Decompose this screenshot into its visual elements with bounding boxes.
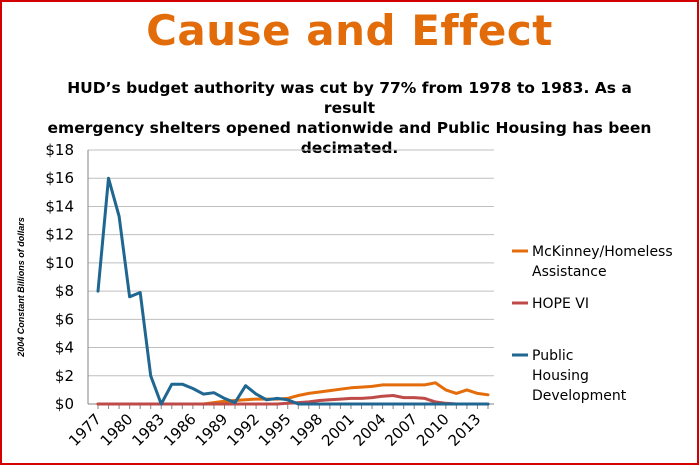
x-tick-label: 2010 bbox=[413, 410, 453, 450]
x-tick-label: 1995 bbox=[255, 410, 295, 450]
legend-label: Development bbox=[532, 388, 627, 404]
x-tick-label: 1998 bbox=[286, 410, 326, 450]
y-tick-label: $4 bbox=[55, 339, 74, 357]
slide-title: Cause and Effect bbox=[146, 6, 553, 55]
y-tick-label: $8 bbox=[55, 282, 74, 300]
y-tick-label: $16 bbox=[45, 169, 74, 187]
x-tick-label: 1977 bbox=[65, 410, 105, 450]
y-tick-label: $2 bbox=[55, 367, 74, 385]
x-tick-label: 1992 bbox=[223, 410, 263, 450]
series-line-3 bbox=[96, 176, 490, 406]
slide-subtitle: HUD’s budget authority was cut by 77% fr… bbox=[42, 78, 657, 158]
subtitle-line: decimated. bbox=[300, 139, 399, 157]
legend-label: Housing bbox=[532, 368, 589, 384]
x-tick-label: 1986 bbox=[160, 410, 200, 450]
legend-label: Assistance bbox=[532, 264, 607, 280]
x-tick-label: 1980 bbox=[97, 410, 137, 450]
x-tick-label: 1983 bbox=[128, 410, 168, 450]
y-tick-label: $0 bbox=[55, 395, 74, 413]
x-tick-label: 2001 bbox=[318, 410, 358, 450]
subtitle-line: emergency shelters opened nationwide and… bbox=[47, 119, 652, 137]
y-tick-label: $6 bbox=[55, 310, 74, 328]
subtitle-line: HUD’s budget authority was cut by 77% fr… bbox=[67, 79, 632, 117]
x-tick-label: 2004 bbox=[350, 410, 390, 450]
x-tick-label: 2013 bbox=[445, 410, 485, 450]
y-tick-label: $10 bbox=[45, 254, 74, 272]
legend-label: HOPE VI bbox=[532, 296, 589, 312]
y-tick-label: $14 bbox=[45, 197, 74, 215]
legend-label: Public bbox=[532, 348, 573, 364]
x-tick-label: 1989 bbox=[192, 410, 232, 450]
y-tick-label: $18 bbox=[45, 141, 74, 159]
legend-label: McKinney/Homeless bbox=[532, 244, 673, 260]
y-tick-label: $12 bbox=[45, 226, 74, 244]
y-axis-label: 2004 Constant Billions of dollars bbox=[16, 217, 26, 358]
x-tick-label: 2007 bbox=[381, 410, 421, 450]
